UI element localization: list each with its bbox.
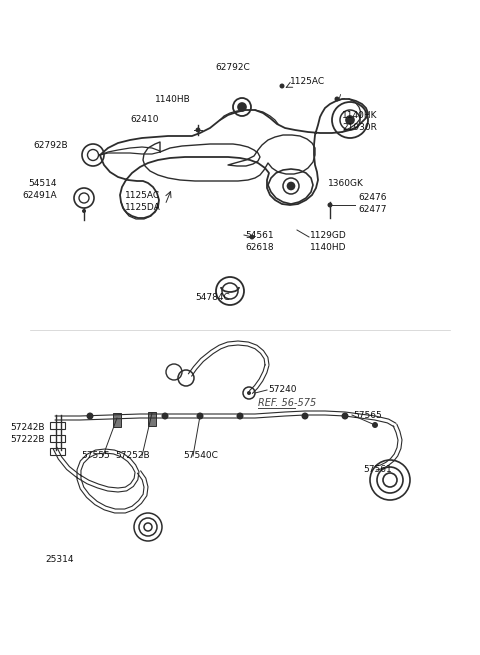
Text: 1125AC: 1125AC: [290, 77, 325, 86]
Text: 57242B: 57242B: [10, 422, 45, 432]
Text: 62792B: 62792B: [33, 141, 68, 149]
Text: 1140HB: 1140HB: [155, 96, 191, 105]
Text: 1140HD: 1140HD: [310, 242, 347, 252]
Bar: [50, 422, 65, 429]
Text: 1125AC: 1125AC: [125, 191, 160, 200]
Text: 62618: 62618: [245, 242, 274, 252]
Text: 1129GD: 1129GD: [310, 231, 347, 240]
Text: 57222B: 57222B: [10, 436, 45, 445]
Bar: [148, 412, 156, 426]
Circle shape: [82, 209, 86, 213]
Text: REF. 56-575: REF. 56-575: [258, 398, 316, 408]
Circle shape: [346, 116, 354, 124]
Text: 21930R: 21930R: [342, 124, 377, 132]
Circle shape: [327, 202, 333, 208]
Circle shape: [237, 413, 243, 419]
Bar: [113, 413, 121, 427]
Text: 57240: 57240: [268, 386, 297, 394]
Bar: [50, 448, 65, 455]
Text: 62792C: 62792C: [215, 64, 250, 73]
Bar: [50, 435, 65, 442]
Circle shape: [301, 413, 309, 419]
Circle shape: [161, 413, 168, 419]
Text: 57252B: 57252B: [115, 451, 150, 460]
Text: 62477: 62477: [358, 204, 386, 214]
Text: 25314: 25314: [45, 555, 73, 565]
Circle shape: [279, 83, 285, 88]
Circle shape: [86, 413, 94, 419]
Text: 57540C: 57540C: [183, 451, 218, 460]
Circle shape: [238, 103, 246, 111]
Text: 54561: 54561: [245, 231, 274, 240]
Circle shape: [341, 413, 348, 419]
Text: 1140HK: 1140HK: [342, 111, 377, 119]
Text: 1125DA: 1125DA: [125, 202, 161, 212]
Text: 62491A: 62491A: [22, 191, 57, 200]
Text: 1360GK: 1360GK: [328, 179, 364, 187]
Text: 57561: 57561: [363, 466, 392, 474]
Circle shape: [288, 183, 295, 189]
Circle shape: [372, 422, 378, 428]
Circle shape: [250, 234, 254, 240]
Circle shape: [247, 391, 251, 395]
Circle shape: [195, 128, 201, 132]
Text: 54514: 54514: [28, 179, 57, 187]
Text: 62476: 62476: [358, 193, 386, 202]
Text: 62410: 62410: [130, 115, 158, 124]
Circle shape: [335, 96, 339, 102]
Text: 57565: 57565: [353, 411, 382, 419]
Text: 54784C: 54784C: [195, 293, 230, 303]
Text: 57555: 57555: [81, 451, 110, 460]
Circle shape: [196, 413, 204, 419]
